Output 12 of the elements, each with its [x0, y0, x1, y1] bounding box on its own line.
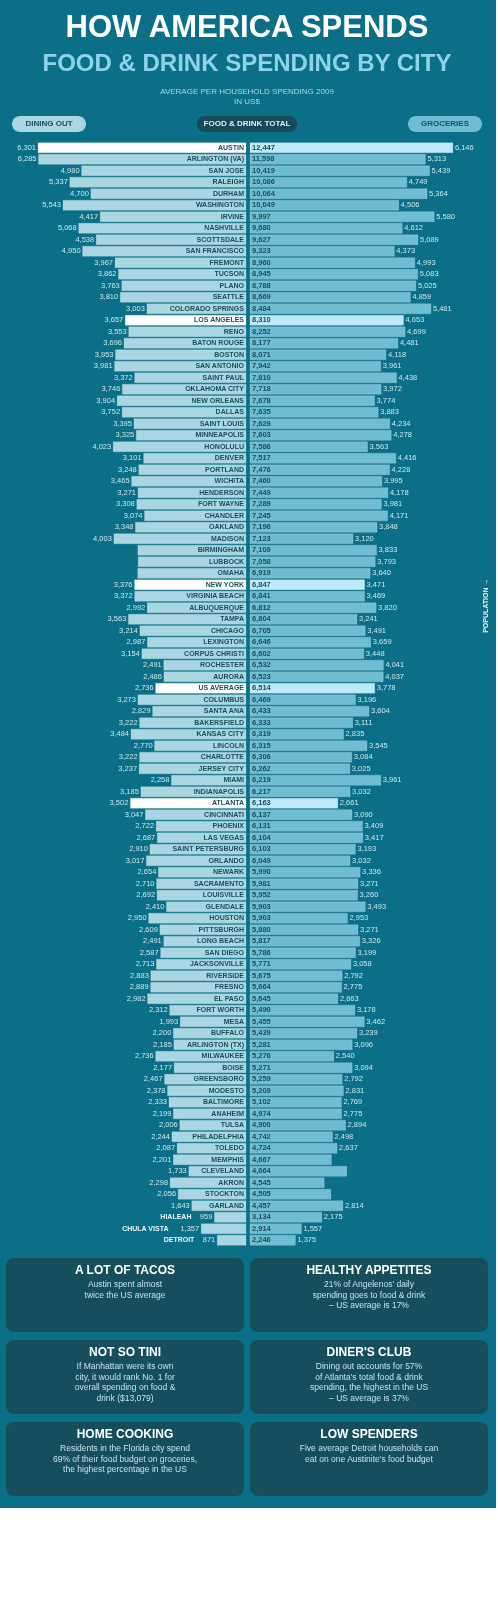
chart-subtitle: FOOD & DRINK SPENDING BY CITY: [42, 49, 452, 76]
text: NOT SO TINI If Manhattan were its own city, it would rank No. 1 for overall spending on food & drink ($13,079): [74, 1345, 176, 1403]
text: FOOD & DRINK TOTAL: [203, 119, 291, 128]
text: HOME COOKING Residents in the Florida city spend 69% of their food budget on groceries, the highest percentage in the US: [52, 1427, 198, 1474]
series-label: DINING OUT: [25, 119, 73, 128]
text: LOW SPENDERS Five average Detroit households can eat on one Austinite's food budget: [299, 1427, 439, 1464]
text: DINER'S CLUB Dining out accounts for 57% of Atlanta's total food & drink spending, the highest in the US – US average is 37%: [309, 1345, 429, 1403]
text: A LOT OF TACOS Austin spent almost twice the US average: [75, 1263, 175, 1300]
chart-title: HOW AMERICA SPENDS: [65, 9, 429, 44]
text: HEALTHY APPETITES 21% of Angelenos' daily spending goes to food & drink – US average is 17%: [306, 1263, 432, 1310]
series-label: GROCERIES: [420, 119, 470, 128]
text: AVERAGE PER HOUSEHOLD SPENDING 2009 IN US$: [160, 87, 335, 106]
